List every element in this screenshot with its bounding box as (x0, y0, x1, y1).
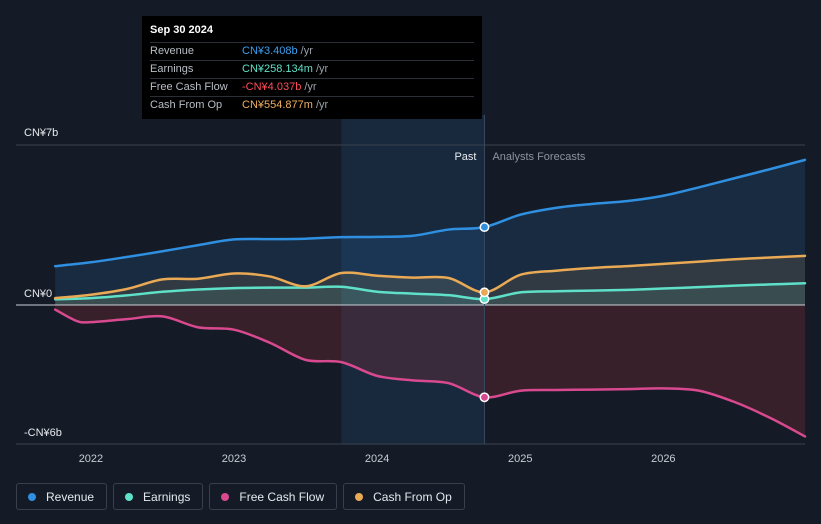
tooltip: Sep 30 2024 Revenue CN¥3.408b /yr Earnin… (142, 16, 482, 119)
x-tick-label: 2022 (79, 453, 103, 465)
point-free-cash-flow (479, 392, 490, 403)
y-tick-label: CN¥7b (24, 127, 58, 139)
area-layer (55, 159, 805, 437)
tooltip-value: CN¥554.877m (242, 99, 313, 111)
x-tick-label: 2024 (365, 453, 389, 465)
x-tick-label: 2023 (222, 453, 246, 465)
tooltip-row-cash-from-op: Cash From Op CN¥554.877m /yr (150, 96, 474, 114)
tooltip-value: CN¥3.408b (242, 45, 298, 57)
tooltip-label: Cash From Op (150, 99, 223, 111)
legend-dot-icon (355, 492, 364, 501)
legend-label: Cash From Op (373, 489, 452, 504)
area-revenue (55, 159, 805, 305)
tooltip-date: Sep 30 2024 (150, 24, 213, 36)
x-tick-label: 2025 (508, 453, 532, 465)
legend-label: Revenue (46, 489, 95, 504)
forecast-label: Analysts Forecasts (492, 151, 585, 163)
tooltip-unit: /yr (315, 63, 329, 75)
tooltip-label: Revenue (150, 45, 195, 57)
tooltip-unit: /yr (304, 81, 317, 93)
tooltip-value: CN¥258.134m (242, 63, 313, 75)
legend-dot-icon (125, 492, 134, 501)
legend-label: Free Cash Flow (239, 489, 325, 504)
legend-label: Earnings (143, 489, 191, 504)
legend-dot-icon (28, 492, 36, 501)
y-tick-label: CN¥0 (24, 288, 52, 300)
past-label: Past (454, 151, 476, 163)
x-axis: 2022 2023 2024 2025 2026 (79, 453, 676, 465)
x-tick-label: 2026 (651, 453, 675, 465)
tooltip-unit: /yr (315, 99, 329, 111)
tooltip-value: -CN¥4.037b (242, 81, 302, 93)
point-revenue (479, 222, 490, 233)
legend-item-cash-from-op[interactable]: Cash From Op (343, 483, 465, 510)
marker-layer (479, 222, 490, 403)
series-line-free-cash-flow (53, 308, 807, 438)
y-axis: CN¥7b CN¥0 -CN¥6b (24, 127, 62, 439)
tooltip-row-free-cash-flow: Free Cash Flow -CN¥4.037b /yr (150, 78, 474, 96)
point-cash-from-op (479, 287, 490, 298)
legend: Revenue Earnings Free Cash Flow Cash Fro… (16, 483, 465, 510)
legend-item-revenue[interactable]: Revenue (16, 483, 108, 510)
legend-item-earnings[interactable]: Earnings (113, 483, 204, 510)
series-line-cash-from-op (53, 254, 807, 300)
area-cash-from-op (55, 255, 805, 305)
series-line-revenue (53, 158, 807, 268)
tooltip-label: Earnings (150, 63, 194, 75)
tooltip-row-earnings: Earnings CN¥258.134m /yr (150, 60, 474, 78)
tooltip-row-revenue: Revenue CN¥3.408b /yr (150, 42, 474, 60)
y-tick-label: -CN¥6b (24, 427, 62, 439)
line-layer (53, 158, 807, 438)
series-line-earnings (53, 282, 807, 301)
area-free-cash-flow (55, 305, 805, 437)
tooltip-unit: /yr (300, 45, 313, 57)
legend-item-free-cash-flow[interactable]: Free Cash Flow (209, 483, 338, 510)
tooltip-label: Free Cash Flow (150, 81, 228, 93)
legend-dot-icon (221, 492, 230, 501)
